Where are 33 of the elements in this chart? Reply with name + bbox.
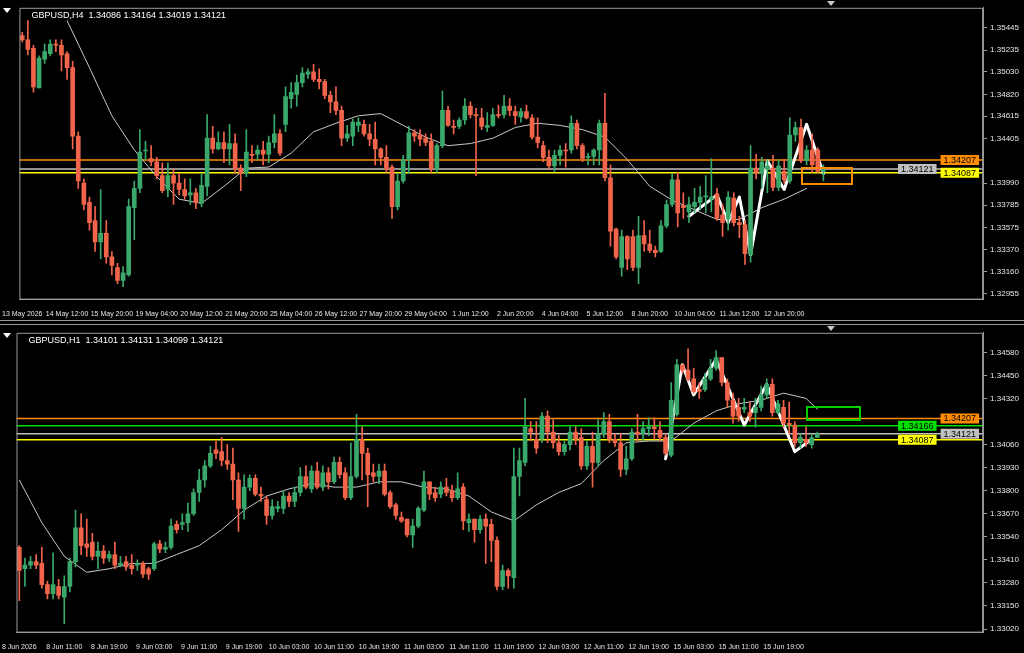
y-tick-label: 1.33540 bbox=[990, 532, 1020, 542]
chart-title: GBPUSD,H1 1.34101 1.34131 1.34099 1.34121 bbox=[28, 335, 224, 346]
y-tick-label: 1.33160 bbox=[990, 267, 1020, 277]
y-tick-label: 1.33575 bbox=[990, 222, 1020, 232]
y-tick-label: 1.33930 bbox=[990, 462, 1020, 472]
ref-line-label: 1.34121 bbox=[901, 164, 934, 175]
y-tick-label: 1.33990 bbox=[990, 178, 1020, 188]
ref-line-label: 1.34207 bbox=[943, 413, 977, 424]
ref-line-label: 1.34087 bbox=[901, 434, 934, 445]
ref-line-label: 1.34087 bbox=[943, 167, 977, 178]
y-tick-label: 1.33150 bbox=[990, 601, 1020, 611]
y-tick-label: 1.34405 bbox=[990, 133, 1020, 143]
y-tick-label: 1.32955 bbox=[990, 288, 1020, 298]
y-tick-label: 1.34820 bbox=[990, 89, 1020, 99]
y-tick-label: 1.33020 bbox=[990, 624, 1020, 634]
ref-line-label: 1.34207 bbox=[943, 154, 977, 165]
y-tick-label: 1.33280 bbox=[990, 578, 1020, 588]
y-tick-label: 1.33800 bbox=[990, 485, 1020, 495]
y-tick-label: 1.35235 bbox=[990, 45, 1020, 55]
y-tick-label: 1.35030 bbox=[990, 67, 1020, 77]
ref-line-label: 1.34121 bbox=[943, 428, 977, 439]
chart-title: GBPUSD,H4 1.34086 1.34164 1.34019 1.34121 bbox=[31, 10, 227, 21]
y-tick-label: 1.34615 bbox=[990, 111, 1020, 121]
y-tick-label: 1.33785 bbox=[990, 200, 1020, 210]
y-tick-label: 1.34450 bbox=[990, 370, 1020, 380]
y-tick-label: 1.33370 bbox=[990, 244, 1020, 254]
ref-line-label: 1.34166 bbox=[901, 420, 934, 431]
y-tick-label: 1.33410 bbox=[990, 555, 1020, 565]
y-tick-label: 1.34060 bbox=[990, 439, 1020, 449]
y-tick-label: 1.35445 bbox=[990, 22, 1020, 32]
y-tick-label: 1.34320 bbox=[990, 393, 1020, 403]
y-tick-label: 1.34580 bbox=[990, 347, 1020, 357]
y-tick-label: 1.33670 bbox=[990, 508, 1020, 518]
